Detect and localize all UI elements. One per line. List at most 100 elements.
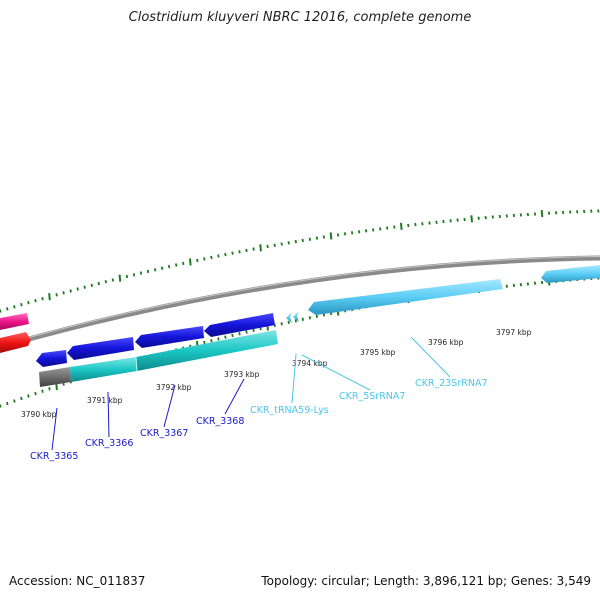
minor-tick — [132, 273, 136, 277]
minor-tick — [167, 264, 171, 269]
gene-arrow-CKR_3368 — [204, 313, 275, 337]
gene-label-CKR_3367: CKR_3367 — [140, 428, 188, 439]
leader-23SrRNA7 — [410, 336, 451, 378]
gene-arrow-CKR_3367 — [135, 326, 204, 348]
minor-tick — [519, 283, 523, 287]
minor-tick — [512, 213, 516, 218]
minor-tick — [554, 211, 558, 215]
minor-tick — [512, 283, 516, 288]
scale-label-3793: 3793 kbp — [224, 370, 260, 379]
minor-tick — [372, 228, 375, 232]
major-tick — [48, 293, 51, 301]
minor-tick — [576, 210, 579, 214]
minor-tick — [210, 339, 213, 343]
minor-tick — [203, 257, 206, 261]
gene-label-CKR_3368: CKR_3368 — [196, 416, 244, 427]
minor-tick — [590, 209, 593, 213]
minor-tick — [379, 227, 382, 231]
major-tick — [189, 258, 192, 266]
cog-box-2 — [136, 330, 278, 371]
minor-tick — [13, 305, 16, 309]
minor-tick — [217, 254, 220, 258]
genome-backbone — [0, 255, 600, 350]
minor-tick — [287, 320, 290, 324]
minor-tick — [139, 271, 143, 275]
minor-tick — [280, 322, 283, 326]
gene-arrow-CKR_3366 — [67, 337, 134, 360]
minor-tick — [224, 335, 227, 339]
minor-tick — [526, 282, 530, 286]
minor-tick — [498, 214, 501, 219]
cog-box-divider — [135, 356, 138, 372]
minor-tick — [34, 391, 37, 396]
leader-CKR_3368 — [224, 378, 245, 415]
minor-tick — [350, 231, 354, 235]
minor-tick — [146, 269, 150, 274]
minor-tick — [343, 232, 347, 236]
minor-tick — [245, 330, 248, 334]
minor-tick — [477, 216, 480, 220]
major-tick — [259, 244, 262, 252]
major-tick — [470, 215, 473, 223]
minor-tick — [519, 213, 523, 217]
scale-label-3796: 3796 kbp — [428, 338, 464, 347]
minor-tick — [0, 309, 2, 313]
minor-tick — [69, 289, 72, 293]
minor-tick — [273, 243, 276, 247]
scale-label-3795: 3795 kbp — [360, 348, 396, 357]
minor-tick — [252, 247, 255, 251]
leader-CKR_3367 — [163, 384, 176, 428]
minor-tick — [20, 396, 23, 401]
leader-CKR_3366 — [107, 391, 110, 438]
gene-label-CKR_3365: CKR_3365 — [30, 451, 78, 462]
minor-tick — [231, 251, 234, 255]
outer-tick-row — [0, 209, 600, 313]
minor-tick — [210, 255, 213, 260]
minor-tick — [407, 223, 410, 228]
minor-tick — [27, 394, 30, 398]
minor-tick — [62, 291, 65, 295]
major-tick — [540, 210, 544, 218]
gene-arrow-5SrRNA7 — [308, 279, 503, 315]
minor-tick — [280, 242, 283, 246]
minor-tick — [182, 261, 185, 266]
minor-tick — [287, 241, 290, 245]
minor-tick — [435, 220, 438, 224]
major-tick — [329, 232, 333, 240]
minor-tick — [301, 238, 304, 243]
minor-tick — [393, 225, 396, 229]
leader-CKR_3365 — [51, 407, 58, 451]
minor-tick — [547, 211, 551, 215]
major-tick — [118, 274, 122, 282]
gene-arrow-tRNA59-Lys-b — [293, 311, 299, 322]
gene-arrow-tRNA59-Lys-a — [286, 312, 292, 323]
minor-tick — [491, 215, 494, 219]
gene-arrow-23SrRNA7 — [541, 265, 600, 283]
minor-tick — [175, 263, 178, 267]
minor-tick — [196, 258, 199, 263]
gene-label-5SrRNA7: CKR_5SrRNA7 — [339, 391, 405, 402]
minor-tick — [294, 239, 297, 244]
minor-tick — [484, 215, 487, 220]
minor-tick — [13, 399, 16, 403]
minor-tick — [203, 340, 206, 345]
minor-tick — [583, 209, 586, 214]
major-tick — [400, 222, 403, 230]
gene-label-tRNA59-Lys: CKR_tRNA59-Lys — [250, 405, 329, 416]
gene-arrow-CKR_3365 — [36, 350, 67, 367]
minor-tick — [597, 209, 600, 213]
minor-tick — [505, 214, 508, 218]
minor-tick — [34, 299, 37, 303]
minor-tick — [231, 333, 234, 338]
minor-tick — [533, 281, 537, 285]
minor-tick — [238, 332, 241, 336]
minor-tick — [125, 274, 129, 279]
minor-tick — [442, 219, 445, 224]
gene-label-CKR_3366: CKR_3366 — [85, 438, 133, 449]
scale-label-3797: 3797 kbp — [496, 328, 532, 337]
minor-tick — [357, 230, 361, 234]
pink-feature — [0, 313, 29, 330]
minor-tick — [97, 281, 100, 286]
minor-tick — [6, 401, 9, 406]
